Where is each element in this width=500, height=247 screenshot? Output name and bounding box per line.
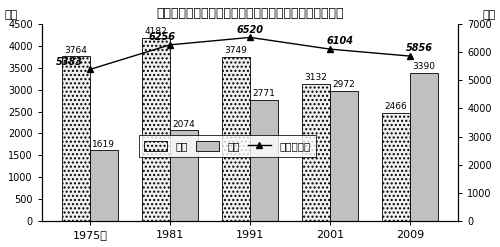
Bar: [410, 73, 438, 221]
Bar: [222, 57, 250, 221]
Bar: [330, 91, 358, 221]
Bar: [170, 130, 198, 221]
Bar: [62, 56, 90, 221]
Text: 5383: 5383: [56, 57, 84, 67]
Bar: [250, 100, 278, 221]
Text: 2771: 2771: [252, 89, 276, 98]
Text: 3749: 3749: [224, 46, 248, 55]
Text: 2074: 2074: [172, 120, 196, 129]
Bar: [382, 113, 410, 221]
Text: 1619: 1619: [92, 140, 116, 148]
Bar: [302, 84, 330, 221]
Text: 5856: 5856: [406, 43, 433, 53]
Text: 千件: 千件: [482, 10, 496, 20]
Text: 6256: 6256: [148, 32, 176, 42]
Text: 3390: 3390: [412, 62, 436, 71]
Bar: [90, 150, 118, 221]
Bar: [142, 38, 170, 221]
Text: 千件: 千件: [4, 10, 18, 20]
Legend: 個人, 法人, 事業所合計: 個人, 法人, 事業所合計: [138, 135, 316, 157]
Text: 6104: 6104: [326, 36, 353, 46]
Text: 2466: 2466: [385, 103, 407, 111]
Text: 4182: 4182: [144, 27, 168, 36]
Text: 3132: 3132: [304, 73, 328, 82]
Title: 図　グローバル化の下で激減する地域密着型個人事業所: 図 グローバル化の下で激減する地域密着型個人事業所: [156, 7, 344, 20]
Text: 3764: 3764: [64, 46, 88, 55]
Text: 6520: 6520: [236, 25, 264, 35]
Text: 2972: 2972: [332, 80, 355, 89]
